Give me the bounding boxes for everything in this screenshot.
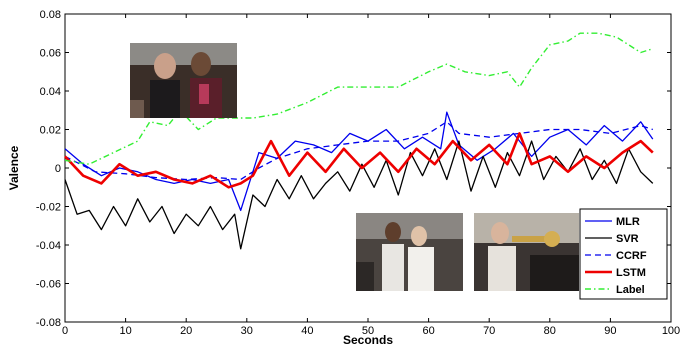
x-tick-label: 10 — [119, 325, 131, 337]
legend-label-label: Label — [616, 284, 645, 296]
x-axis-label: Seconds — [343, 333, 393, 346]
video-frame-thumbnail-1 — [130, 43, 237, 118]
axis-ticks: 0 10 20 30 40 50 60 70 80 90 100 -0.08 -0.06 -0.04 -0.… — [36, 9, 680, 337]
y-tick-label: 0 — [55, 163, 61, 175]
y-tick-label: 0.08 — [40, 9, 61, 21]
x-tick-label: 0 — [62, 325, 68, 337]
legend-label-mlr: MLR — [616, 216, 640, 228]
x-tick-label: 70 — [483, 325, 495, 337]
y-tick-label: 0.06 — [40, 48, 61, 60]
legend-label-svr: SVR — [616, 233, 639, 245]
legend-label-lstm: LSTM — [616, 267, 646, 279]
legend-box — [579, 208, 668, 300]
y-axis-label: Valence — [7, 145, 21, 190]
video-frame-thumbnail-3 — [474, 213, 579, 291]
video-frame-thumbnail-2 — [356, 213, 463, 291]
x-tick-label: 100 — [662, 325, 680, 337]
series-line-lstm — [64, 132, 654, 189]
x-tick-label: 80 — [544, 325, 556, 337]
x-tick-label: 30 — [241, 325, 253, 337]
legend: MLR SVR CCRF LSTM Label — [579, 208, 668, 300]
y-tick-label: -0.08 — [36, 317, 61, 329]
y-tick-label: 0.04 — [40, 86, 61, 98]
x-tick-label: 60 — [422, 325, 434, 337]
x-tick-label: 20 — [180, 325, 192, 337]
x-tick-label: 90 — [604, 325, 616, 337]
series-line-label — [64, 32, 654, 165]
y-tick-label: -0.06 — [36, 279, 61, 291]
legend-label-ccrf: CCRF — [616, 250, 647, 262]
series-lines — [64, 32, 654, 250]
x-tick-label: 40 — [301, 325, 313, 337]
x-tick-label: 50 — [362, 325, 374, 337]
y-tick-label: 0.02 — [40, 125, 61, 137]
y-tick-label: -0.02 — [36, 202, 61, 214]
y-tick-label: -0.04 — [36, 240, 61, 252]
